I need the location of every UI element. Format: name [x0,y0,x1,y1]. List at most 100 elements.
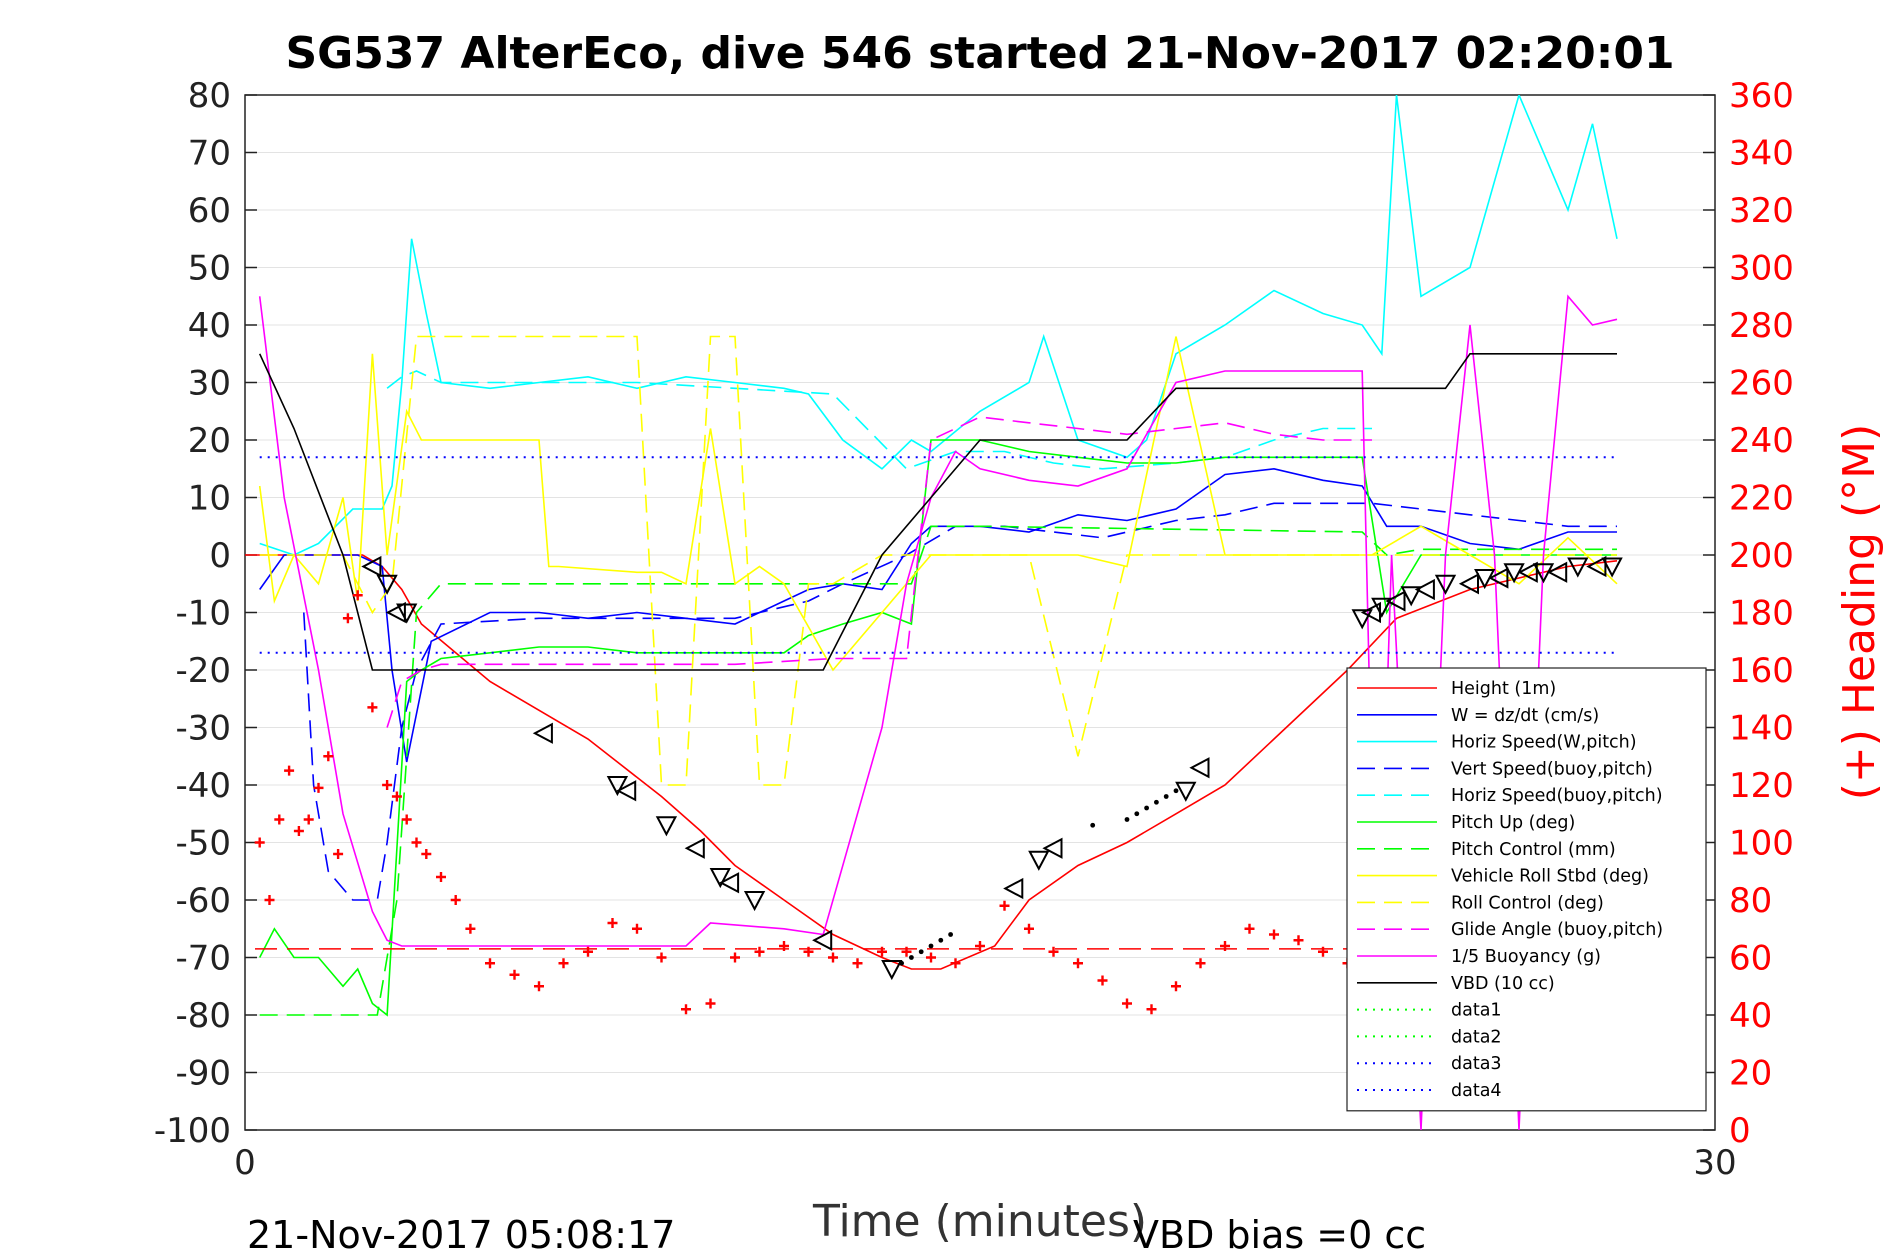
legend-label-data4: data4 [1451,1081,1502,1101]
left-tick-label: -10 [175,594,231,634]
heading-point [1048,946,1059,957]
profile-dot [1154,799,1159,805]
series-line-pitch [258,439,1617,1017]
profile-marker [616,780,637,802]
heading-point [411,837,422,848]
heading-point [558,958,569,969]
heading-point [681,1004,691,1015]
heading-point [534,981,544,992]
right-tick-label: 140 [1729,709,1794,749]
profile-marker [743,891,766,912]
right-tick-label: 240 [1729,421,1794,461]
profile-marker [655,816,678,837]
heading-point [1269,929,1279,940]
right-tick-label: 280 [1729,306,1794,346]
footer-vbd-bias: VBD bias =0 cc [1133,1213,1426,1257]
heading-point [1097,975,1108,986]
profile-dot [1144,805,1149,811]
legend-label-roll_control: Roll Control (deg) [1451,893,1604,913]
left-tick-label: -30 [175,709,231,749]
right-tick-label: 300 [1729,249,1794,289]
heading-point [926,952,936,963]
profile-dot [918,949,924,955]
profile-marker [1488,567,1509,589]
heading-point [1220,941,1230,951]
right-axis-ticks: 3603403203002802602402202001801601401201… [1703,76,1794,1151]
heading-point [323,751,334,762]
profile-marker [606,776,629,797]
profile-dot [1173,788,1179,794]
heading-point [656,952,667,963]
left-tick-label: -40 [175,766,231,806]
series-line-roll [258,336,1618,672]
chart-title: SG537 AlterEco, dive 546 started 21-Nov-… [285,28,1674,79]
legend-label-data3: data3 [1451,1054,1502,1074]
left-tick-label: -60 [175,881,231,921]
right-tick-label: 120 [1729,766,1794,806]
right-tick-label: 40 [1729,996,1772,1036]
profile-marker [1400,586,1422,607]
right-tick-label: 340 [1729,134,1794,174]
series-line-glide_angle [386,416,1372,728]
x-axis-label: Time (minutes) [812,1196,1147,1247]
left-tick-label: -80 [175,996,231,1036]
profile-dot [899,960,904,966]
heading-point [313,782,324,793]
marker-layer [361,555,1623,981]
heading-point [382,780,393,790]
heading-point [485,958,495,969]
left-tick-label: -100 [154,1111,231,1151]
heading-point [421,849,432,859]
profile-marker [376,574,398,595]
profile-marker [1458,573,1479,595]
series-line-roll_control [259,335,1617,786]
series-line-vbd [258,352,1617,671]
legend-label-roll: Vehicle Roll Stbd (deg) [1451,867,1649,887]
profile-marker [1547,561,1568,583]
left-tick-label: 20 [188,421,231,461]
profile-marker [361,555,382,578]
legend: Height (1m) W = dz/dt (cm/s) Horiz Speed(W… [1346,667,1707,1112]
profile-marker [709,868,731,889]
profile-marker [1189,757,1210,779]
left-tick-label: 60 [188,191,231,231]
heading-point [1244,923,1255,934]
series-line-horiz_speed [259,95,1618,556]
heading-point [303,814,314,825]
left-tick-label: 30 [188,364,231,404]
footer-timestamp: 21-Nov-2017 05:08:17 [247,1213,675,1257]
legend-label-horiz_speed: Horiz Speed(W,pitch) [1451,733,1637,753]
legend-label-data2: data2 [1451,1027,1502,1047]
heading-point [509,969,520,980]
right-tick-label: 320 [1729,191,1794,231]
heading-point [367,702,378,713]
profile-marker [1371,597,1393,618]
heading-point [1171,981,1181,992]
series-line-horiz_speed_buoy [386,370,1372,470]
heading-point [754,946,765,957]
right-tick-label: 180 [1729,594,1794,634]
series-line-pitch_control [259,525,1617,1016]
profile-marker [1028,850,1050,871]
right-tick-label: 200 [1729,536,1794,576]
profile-marker [1601,557,1623,578]
left-tick-label: 10 [188,479,231,519]
profile-marker [1503,563,1525,584]
left-tick-label: -20 [175,651,231,691]
legend-label-vbd: VBD (10 cc) [1451,974,1555,994]
right-tick-label: 60 [1729,939,1772,979]
heading-point [852,958,863,969]
legend-label-pitch: Pitch Up (deg) [1451,813,1575,833]
heading-point [779,941,789,951]
profile-marker [385,601,406,624]
heading-point [730,952,740,963]
profile-marker [1567,557,1589,578]
right-tick-label: 0 [1729,1111,1751,1151]
heading-point [1146,1004,1157,1015]
right-tick-label: 20 [1729,1054,1772,1094]
right-tick-label: 360 [1729,76,1794,116]
profile-marker [532,722,553,744]
legend-label-data1: data1 [1451,1001,1502,1021]
heading-point [293,826,304,836]
